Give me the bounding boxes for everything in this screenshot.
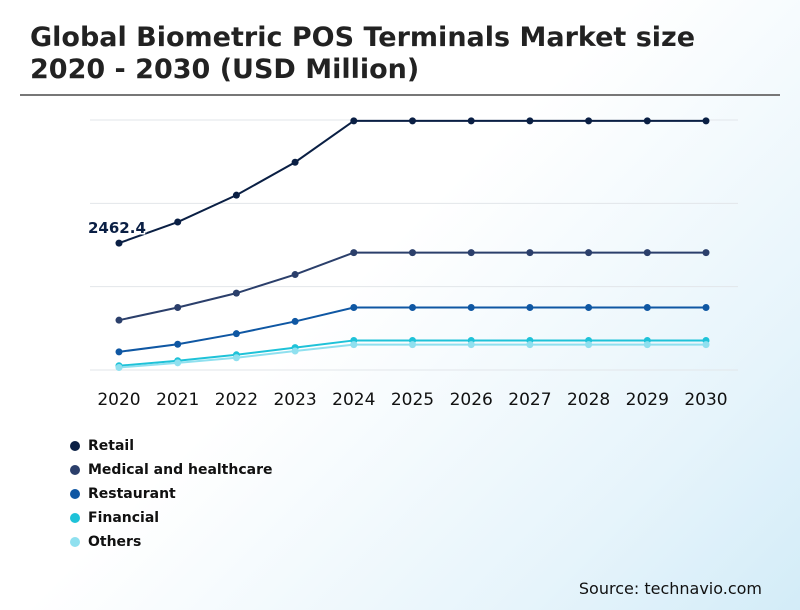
data-point (291, 158, 299, 166)
data-point (291, 347, 299, 355)
x-tick-label: 2025 (391, 390, 434, 410)
legend-label: Retail (88, 438, 135, 454)
legend-item: Others (70, 530, 273, 554)
chart-legend: Retail Medical and healthcare Restaurant Fi… (70, 434, 273, 554)
data-point (174, 304, 182, 311)
data-point (232, 191, 240, 199)
data-point (409, 117, 416, 125)
legend-label: Others (88, 534, 142, 550)
data-point (174, 218, 182, 226)
data-point (115, 316, 123, 324)
legend-item: Restaurant (70, 482, 273, 506)
data-point (702, 341, 710, 349)
legend-label: Medical and healthcare (88, 462, 273, 478)
data-point (350, 341, 358, 349)
legend-marker (70, 441, 80, 451)
x-tick-label: 2026 (450, 390, 493, 410)
data-point (526, 304, 534, 311)
data-point (643, 117, 651, 125)
series-line-retail (118, 119, 706, 245)
data-point (643, 304, 651, 311)
data-point (409, 341, 416, 349)
data-point (702, 304, 710, 311)
x-tick-label: 2024 (332, 390, 375, 410)
data-point (350, 304, 358, 311)
title-divider (20, 94, 780, 96)
legend-item: Retail (70, 434, 273, 458)
data-point (526, 341, 534, 349)
x-tick-label: 2022 (215, 390, 258, 410)
x-tick-label: 2029 (626, 390, 669, 410)
data-point (585, 249, 593, 257)
data-point (291, 271, 299, 279)
data-point (467, 341, 475, 349)
data-point (174, 359, 182, 367)
data-point (526, 117, 534, 125)
data-point (585, 341, 593, 349)
data-point (350, 117, 358, 125)
data-point (702, 249, 710, 257)
legend-item: Financial (70, 506, 273, 530)
source-note: Source: technavio.com (578, 579, 762, 598)
x-tick-label: 2028 (567, 390, 610, 410)
data-point (232, 330, 240, 338)
data-label: 2462.4 (88, 219, 146, 237)
legend-marker (70, 489, 80, 499)
data-point (232, 354, 240, 362)
legend-label: Financial (88, 510, 160, 526)
x-tick-label: 2027 (508, 390, 551, 410)
data-point (115, 348, 123, 356)
line-chart: 2462.4 2020 2021 2022 2023 2024 2025 2026 2027 2… (87, 117, 738, 410)
data-point (115, 363, 123, 371)
legend-item: Medical and healthcare (70, 458, 273, 482)
chart-title: Global Biometric POS Terminals Market si… (30, 22, 696, 85)
data-point (409, 304, 416, 311)
x-tick-label: 2020 (97, 390, 140, 410)
data-point (232, 289, 240, 297)
data-point (174, 340, 182, 348)
data-point (115, 239, 123, 247)
data-point (702, 117, 710, 125)
x-tick-label: 2021 (156, 390, 199, 410)
legend-label: Restaurant (88, 486, 176, 502)
legend-marker (70, 465, 80, 475)
x-tick-label: 2030 (684, 390, 727, 410)
legend-marker (70, 513, 80, 523)
data-point (350, 249, 358, 257)
legend-marker (70, 537, 80, 547)
data-point (643, 341, 651, 349)
x-tick-label: 2023 (273, 390, 316, 410)
data-point (526, 249, 534, 257)
data-point (467, 304, 475, 311)
data-point (585, 304, 593, 311)
data-point (585, 117, 593, 125)
data-point (409, 249, 416, 257)
data-point (643, 249, 651, 257)
data-point (291, 317, 299, 325)
data-point (467, 249, 475, 257)
data-point (467, 117, 475, 125)
